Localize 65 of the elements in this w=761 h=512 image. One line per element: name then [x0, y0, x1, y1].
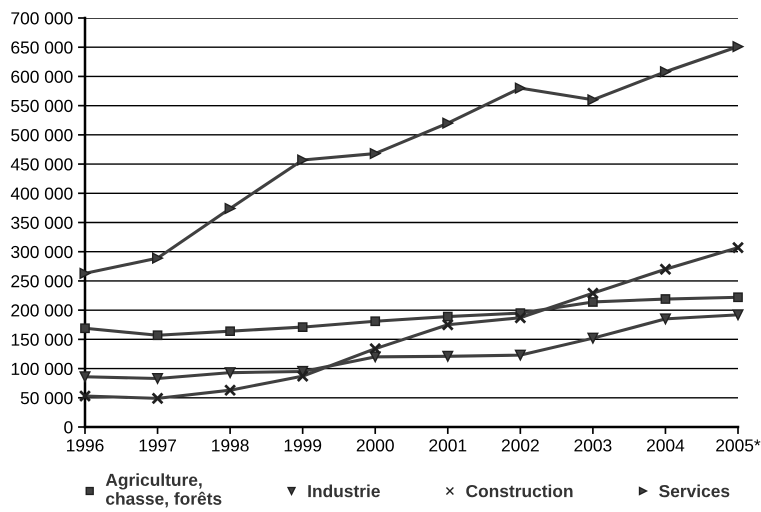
point [732, 309, 744, 320]
point [224, 202, 236, 214]
point [224, 367, 236, 378]
point [296, 370, 309, 382]
x-tick-label: 1998 [212, 439, 249, 452]
y-tick-label: 250 000 [11, 275, 73, 288]
y-tick-label: 0 [64, 421, 73, 434]
point [151, 392, 164, 405]
point [659, 262, 672, 276]
y-tick-label: 600 000 [11, 70, 73, 83]
y-tick-label: 50 000 [20, 392, 73, 404]
point [587, 94, 598, 106]
y-tick-label: 400 000 [10, 187, 73, 200]
y-tick-label: 300 000 [11, 246, 73, 258]
point [297, 154, 308, 166]
point [660, 66, 671, 78]
point [368, 342, 382, 355]
point [370, 316, 380, 326]
point [79, 371, 91, 382]
point [442, 350, 454, 362]
point [660, 294, 670, 304]
point [514, 311, 527, 324]
legend-label: Construction [466, 484, 572, 498]
point [298, 322, 308, 332]
point [225, 326, 235, 336]
y-tick-label: 500 000 [11, 129, 73, 142]
point [442, 118, 454, 129]
x-tick-label: 1996 [67, 439, 104, 452]
point [152, 252, 164, 264]
y-tick-label: 550 000 [11, 100, 73, 112]
point [587, 332, 598, 344]
point [442, 318, 454, 331]
point [152, 330, 162, 340]
point [514, 350, 526, 361]
y-tick-label: 700 000 [11, 12, 73, 24]
y-tick-label: 150 000 [12, 334, 73, 346]
point [79, 268, 91, 279]
legend-label: Agriculture, chasse, forêts [106, 473, 222, 508]
point [732, 41, 744, 52]
point [514, 82, 526, 94]
y-tick-label: 100 000 [12, 362, 73, 376]
point [732, 241, 744, 254]
point [442, 312, 453, 322]
y-tick-label: 450 000 [10, 158, 73, 171]
point [733, 292, 743, 302]
y-tick-label: 350 000 [11, 216, 73, 229]
point [586, 286, 600, 300]
point [660, 313, 671, 324]
legend-label: Industrie [308, 484, 380, 498]
x-tick-label: 2005* [716, 439, 760, 452]
y-tick-label: 650 000 [11, 41, 73, 54]
point [152, 372, 164, 384]
point [588, 297, 598, 307]
x-tick-label: 1999 [284, 439, 322, 452]
x-tick-label: 2002 [502, 439, 539, 452]
legend-label: Services [659, 484, 730, 498]
x-tick-label: 2000 [356, 439, 394, 452]
x-tick-label: 2004 [647, 439, 684, 452]
point [80, 323, 90, 334]
y-tick-label: 200 000 [11, 304, 73, 317]
x-tick-label: 2001 [429, 439, 466, 452]
x-tick-label: 2003 [574, 439, 612, 452]
point [224, 384, 236, 396]
point [370, 148, 381, 160]
x-tick-label: 1997 [140, 439, 176, 452]
